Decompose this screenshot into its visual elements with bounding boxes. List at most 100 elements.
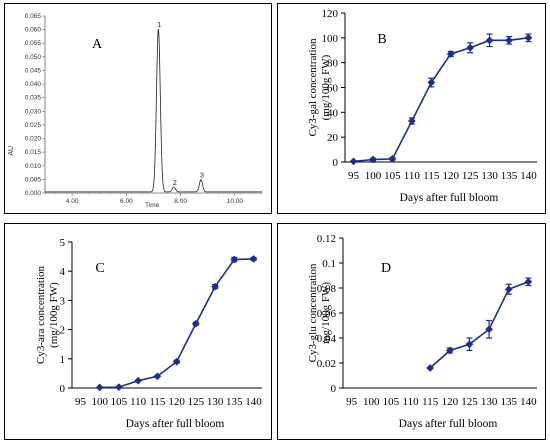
panel-d-x-tick-label: 100 [363,396,380,408]
panel-b-border [277,3,546,214]
panel-b-y-axis-title: (mg/100g FW) [320,54,332,120]
panel-c-data-point [191,319,200,328]
panel-b-series-line [353,37,529,163]
panel-b-data-point [485,36,494,45]
panel-d-x-tick-label: 125 [461,396,478,408]
panel-c-y-tick-label: 5 [60,237,66,249]
panel-b-data-point [466,43,475,52]
panel-c-x-axis-title: Days after full bloom [126,418,225,430]
panel-d-series-line [429,281,529,369]
panel-c-x-tick-label: 120 [168,396,185,408]
panel-b-data-point [369,155,377,164]
panel-b-x-tick-label: 120 [442,170,459,182]
panel-d-y-tick-label: 0 [331,383,337,395]
panel-d-x-tick-label: 105 [383,396,400,408]
panel-d-data-point [445,346,454,355]
panel-a-chromatogram-trace [45,29,262,193]
panel-d-y-axis-title: Cy3-glu concentration [307,263,319,362]
panel-a-y-tick-label: 0.000 [25,190,42,197]
panel-c-y-tick-label: 0 [60,383,66,395]
panel-b-x-tick-label: 140 [520,170,537,182]
panel-d-border [277,223,546,440]
panel-b-y-tick-label: 80 [327,58,339,70]
panel-b-data-point [427,78,436,87]
panel-b-letter: B [377,32,386,47]
panel-d-letter: D [381,261,391,276]
panel-a-y-tick-label: 0.035 [25,95,42,102]
panel-c-x-tick-label: 100 [91,396,108,408]
panel-a-border [4,3,272,214]
panel-c-x-tick-label: 105 [111,396,128,408]
panel-d-y-tick-label: 0.02 [317,358,336,370]
panel-a-x-tick-label: 8.00 [174,198,187,205]
panel-c-data-point [230,255,239,264]
panel-c-data-point [95,383,104,392]
panel-b-y-tick-label: 20 [327,132,339,144]
panel-a-y-tick-label: 0.005 [25,176,42,183]
panel-d-y-tick-label: 0.04 [317,333,337,345]
panel-a-y-tick-label: 0.010 [25,163,42,170]
panel-d-data-point [426,364,435,372]
panel-d-x-tick-label: 130 [481,396,498,408]
panel-a-y-tick-label: 0.025 [25,122,42,129]
panel-b-data-point [407,117,416,125]
panel-b-y-tick-label: 40 [327,107,339,119]
panel-d-y-tick-label: 0.1 [322,258,336,270]
panel-d-y-tick-label: 0.08 [317,283,337,295]
panel-d-x-tick-label: 95 [346,396,358,408]
panel-c-y-tick-label: 4 [60,266,66,278]
panel-d-x-tick-label: 140 [520,396,537,408]
panel-a-y-tick-label: 0.020 [25,136,42,143]
panel-c-x-tick-label: 140 [245,396,262,408]
panel-b-data-point [388,154,397,163]
panel-c-data-point [172,357,181,366]
panel-d-x-tick-label: 120 [442,396,459,408]
panel-d-x-tick-label: 110 [402,396,419,408]
panel-a-peak-label: 1 [157,22,161,29]
panel-a-x-axis-title: Time [145,202,160,209]
panel-b-data-point [524,33,533,42]
panel-b-y-tick-label: 100 [322,33,339,45]
panel-d-data-point [485,325,494,334]
panel-c-y-axis-title: (mg/100g FW) [48,282,60,348]
panel-b-data-point [349,157,358,166]
panel-c-data-point [249,254,258,263]
panel-c-series-line [99,258,254,389]
panel-d-x-tick-label: 115 [422,396,439,408]
panel-d-y-tick-label: 0.06 [317,308,337,320]
panel-d-x-axis-title: Days after full bloom [399,418,498,430]
panel-b-y-tick-label: 120 [322,8,339,20]
panel-b-x-tick-label: 115 [423,170,440,182]
panel-a-y-tick-label: 0.065 [25,13,42,20]
panel-c-chart: 0 1 2 3 4 5 95 100 105 110 115 120 125 130 135 140 Days … [35,237,262,430]
panel-a-peak-label: 3 [200,173,204,180]
panel-b-y-tick-label: 0 [333,157,339,169]
panel-c-data-point [153,372,162,381]
panel-c-x-tick-label: 115 [149,396,166,408]
panel-b-x-tick-label: 125 [462,170,479,182]
panel-a-y-tick-label: 0.050 [25,54,42,61]
panel-c-data-point [211,282,220,291]
panel-a-y-tick-label: 0.015 [25,149,42,156]
panel-d-data-point [504,285,513,294]
panel-d-y-axis-title: mg/100g FW) [320,282,332,344]
panel-a-y-tick-label: 0.045 [25,67,42,74]
panel-a-peak-label: 2 [173,180,177,187]
panel-d-y-tick-label: 0.12 [317,233,336,245]
panel-b-x-tick-label: 130 [481,170,498,182]
panel-a-chart: 0.000 0.005 0.010 0.015 0.020 0.025 0.030 0.035… [8,13,263,209]
panel-a-letter: A [92,37,103,52]
panel-b-x-tick-label: 135 [501,170,518,182]
panel-c-y-tick-label: 2 [60,325,66,337]
panel-c-y-tick-label: 3 [60,295,66,307]
panel-b-y-axis-title: Cy3-gal concentration [307,38,319,137]
panel-b-y-tick-label: 60 [327,83,339,95]
panel-a-y-tick-label: 0.060 [25,27,42,34]
panel-a-y-axis-title: AU [8,146,15,156]
panel-b-x-tick-label: 105 [384,170,401,182]
panel-c-x-tick-label: 135 [226,396,243,408]
panel-c-x-tick-label: 95 [75,396,87,408]
